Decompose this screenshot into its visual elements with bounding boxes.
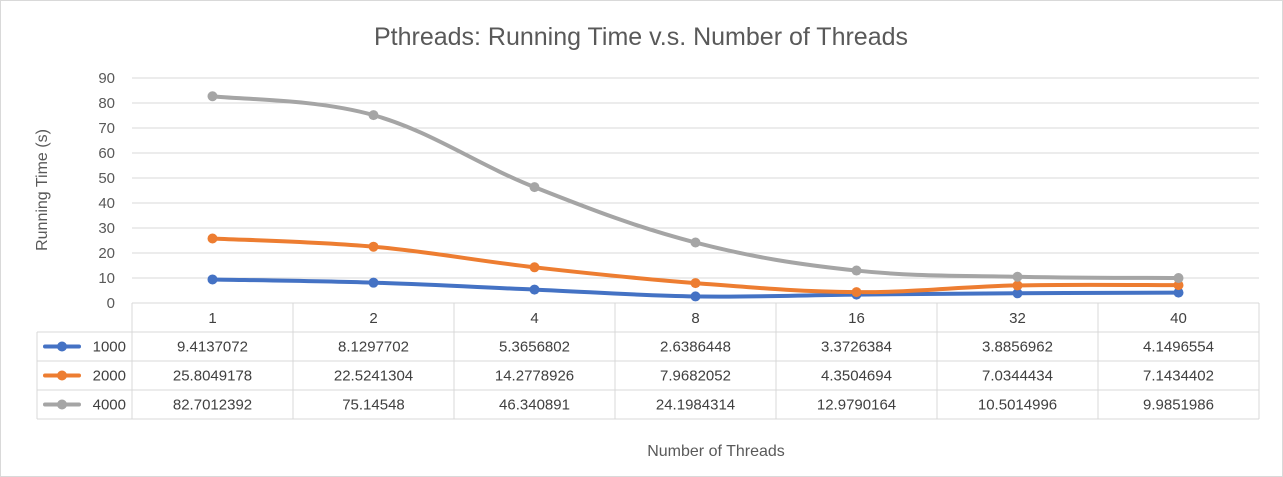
table-cell: 46.340891 <box>499 397 570 414</box>
legend-marker-1000 <box>57 341 67 352</box>
series-lines <box>207 91 1184 302</box>
data-point-1000 <box>1012 288 1023 299</box>
table-cell: 4.3504694 <box>821 368 892 385</box>
table-cell: 12.9790164 <box>817 397 896 414</box>
y-axis-ticks: 0 10 20 30 40 50 60 70 80 90 <box>98 70 115 312</box>
y-tick-label: 10 <box>98 270 115 287</box>
y-tick-label: 60 <box>98 145 115 162</box>
legend-marker-4000 <box>57 399 67 410</box>
x-tick-label: 40 <box>1170 310 1187 327</box>
x-tick-label: 1 <box>208 310 216 327</box>
data-point-1000 <box>368 277 379 288</box>
legend-label: 4000 <box>93 397 126 414</box>
data-point-4000 <box>1012 271 1023 282</box>
data-point-4000 <box>851 265 862 276</box>
x-tick-label: 32 <box>1009 310 1026 327</box>
table-cell: 4.1496554 <box>1143 339 1214 356</box>
data-point-1000 <box>207 274 218 285</box>
data-point-4000 <box>1173 273 1184 284</box>
data-point-4000 <box>207 91 218 102</box>
table-cell: 14.2778926 <box>495 368 574 385</box>
data-point-2000 <box>529 262 540 273</box>
y-tick-label: 0 <box>107 295 115 312</box>
x-axis-label: Number of Threads <box>647 443 785 460</box>
data-point-2000 <box>690 278 701 289</box>
data-point-2000 <box>1012 280 1023 291</box>
data-point-1000 <box>1173 287 1184 298</box>
table-cell: 25.8049178 <box>173 368 252 385</box>
y-tick-label: 70 <box>98 120 115 137</box>
y-tick-label: 20 <box>98 245 115 262</box>
legend-marker-2000 <box>57 370 67 381</box>
data-point-4000 <box>368 110 379 121</box>
data-point-2000 <box>1173 280 1184 291</box>
table-cell: 22.5241304 <box>334 368 413 385</box>
series-line-4000 <box>210 94 1181 281</box>
y-tick-label: 30 <box>98 220 115 237</box>
chart-title: Pthreads: Running Time v.s. Number of Th… <box>374 23 908 51</box>
x-tick-label: 2 <box>369 310 377 327</box>
data-point-1000 <box>529 284 540 295</box>
table-cell: 2.6386448 <box>660 339 731 356</box>
table-cell: 7.1434402 <box>1143 368 1214 385</box>
table-cell: 9.4137072 <box>177 339 248 356</box>
y-tick-label: 50 <box>98 170 115 187</box>
data-point-2000 <box>368 241 379 252</box>
data-point-2000 <box>207 233 218 244</box>
table-cell: 7.9682052 <box>660 368 731 385</box>
y-tick-label: 40 <box>98 195 115 212</box>
y-tick-label: 80 <box>98 95 115 112</box>
data-point-2000 <box>851 287 862 298</box>
x-tick-label: 16 <box>848 310 865 327</box>
table-cell: 7.0344434 <box>982 368 1053 385</box>
table-cell: 8.1297702 <box>338 339 409 356</box>
data-point-4000 <box>529 182 540 193</box>
data-table: 1 2 4 8 16 32 40 1000 9.4137072 8.1297702 5.365680… <box>36 302 1260 420</box>
y-tick-label: 90 <box>98 70 115 87</box>
data-point-1000 <box>690 291 701 302</box>
table-cell: 10.5014996 <box>978 397 1057 414</box>
table-cell: 3.3726384 <box>821 339 892 356</box>
y-axis-label: Running Time (s) <box>34 129 51 251</box>
x-tick-label: 4 <box>530 310 538 327</box>
table-cell: 24.1984314 <box>656 397 735 414</box>
gridlines <box>132 77 1259 279</box>
legend-label: 2000 <box>93 368 126 385</box>
legend-label: 1000 <box>93 339 126 356</box>
table-cell: 82.7012392 <box>173 397 252 414</box>
table-cell: 75.14548 <box>342 397 405 414</box>
table-cell: 5.3656802 <box>499 339 570 356</box>
data-point-4000 <box>690 237 701 248</box>
table-cell: 9.9851986 <box>1143 397 1214 414</box>
table-cell: 3.8856962 <box>982 339 1053 356</box>
x-tick-label: 8 <box>691 310 699 327</box>
